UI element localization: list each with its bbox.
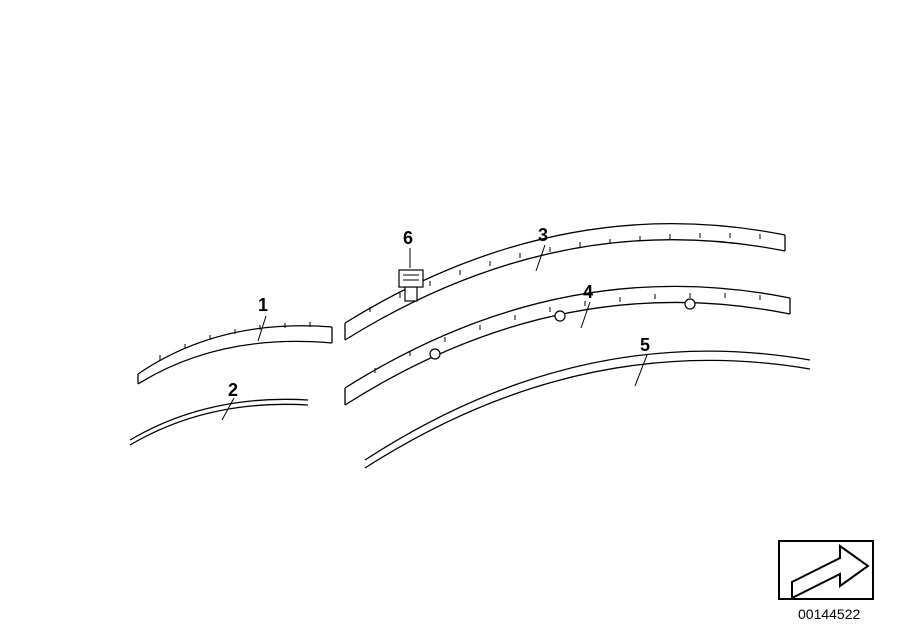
callout-3: 3 bbox=[538, 225, 548, 246]
diagram-id: 00144522 bbox=[798, 606, 860, 622]
callout-5: 5 bbox=[640, 335, 650, 356]
callout-2: 2 bbox=[228, 380, 238, 401]
callout-4: 4 bbox=[583, 282, 593, 303]
callout-6: 6 bbox=[403, 228, 413, 249]
callout-1: 1 bbox=[258, 295, 268, 316]
diagram-stage: { "diagram_id": "00144522", "background_… bbox=[0, 0, 900, 636]
orientation-box bbox=[778, 540, 874, 600]
parts-drawing bbox=[0, 0, 900, 636]
